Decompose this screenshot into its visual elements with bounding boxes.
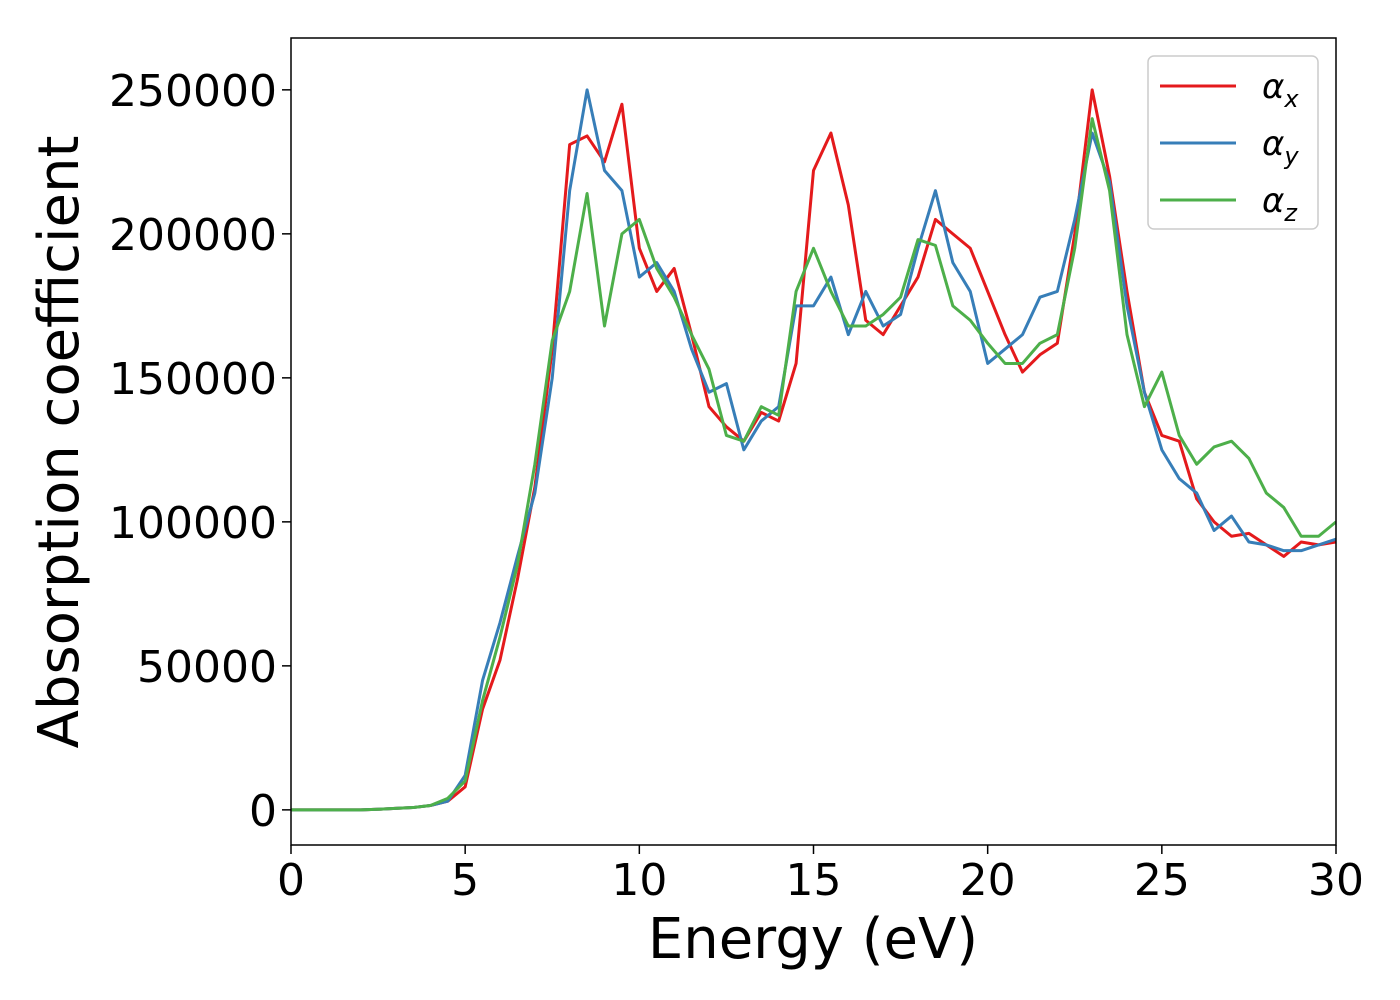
x-tick-label: 25 <box>1134 855 1190 906</box>
x-axis-label: Energy (eV) <box>648 907 978 972</box>
x-tick-label: 5 <box>451 855 479 906</box>
x-tick-label: 30 <box>1308 855 1364 906</box>
plot-frame <box>290 37 1337 846</box>
legend-label: αy <box>1262 124 1299 170</box>
data-line <box>291 117 1336 812</box>
y-axis-label: Absorption coefficient <box>27 136 92 749</box>
legend: αx αy αz <box>1147 55 1319 230</box>
legend-label: αz <box>1262 181 1298 227</box>
y-tick-label: 250000 <box>109 66 277 117</box>
x-tick-label: 0 <box>277 855 305 906</box>
data-line <box>291 88 1336 812</box>
x-tick-label: 10 <box>611 855 667 906</box>
legend-label: αx <box>1262 67 1299 113</box>
y-tick-label: 200000 <box>109 210 277 261</box>
y-tick-label: 50000 <box>137 642 277 693</box>
y-tick-label: 0 <box>249 786 277 837</box>
y-tick-label: 100000 <box>109 498 277 549</box>
y-tick-label: 150000 <box>109 354 277 405</box>
x-tick-label: 15 <box>786 855 842 906</box>
x-tick-label: 20 <box>960 855 1016 906</box>
